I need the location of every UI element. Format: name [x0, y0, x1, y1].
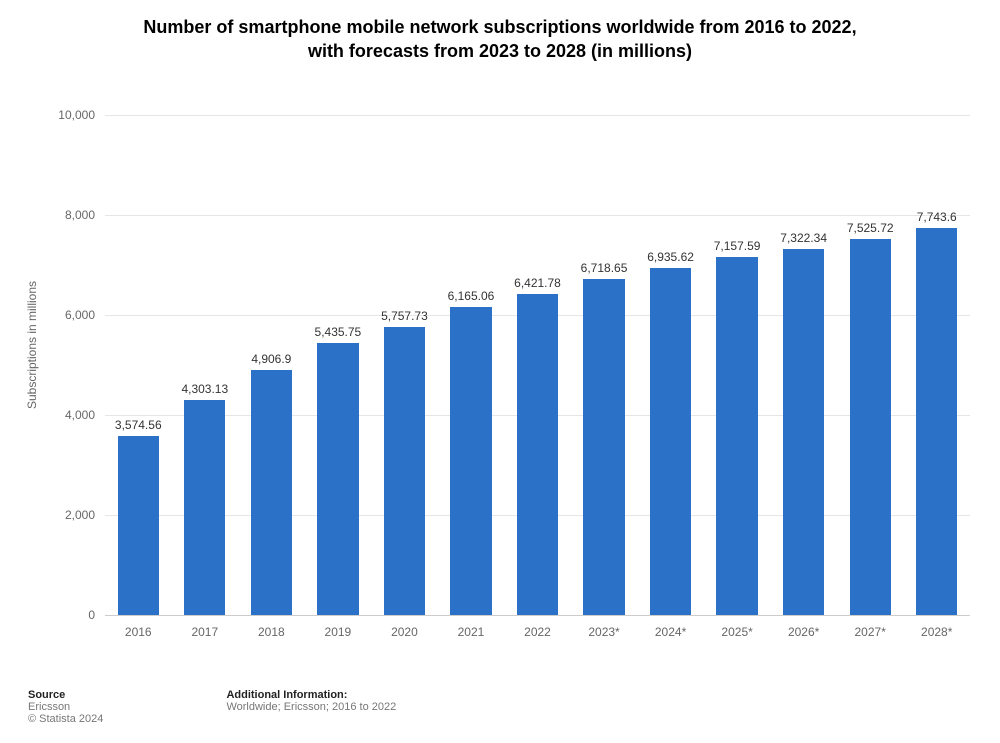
- bar: [384, 327, 425, 615]
- y-axis-label: Subscriptions in millions: [25, 281, 39, 409]
- additional-label: Additional Information:: [226, 689, 396, 701]
- y-tick-label: 8,000: [15, 208, 95, 222]
- bar-value-label: 6,718.65: [581, 261, 628, 275]
- bar-value-label: 7,743.6: [917, 210, 957, 224]
- copyright: © Statista 2024: [28, 713, 103, 725]
- y-tick-label: 0: [15, 608, 95, 622]
- plot-region: 02,0004,0006,0008,00010,0003,574.5620164…: [105, 115, 970, 615]
- chart-title-line1: Number of smartphone mobile network subs…: [60, 15, 940, 39]
- gridline: [105, 115, 970, 116]
- bar-value-label: 5,757.73: [381, 309, 428, 323]
- x-tick-label: 2017: [191, 625, 218, 639]
- x-tick-label: 2028*: [921, 625, 952, 639]
- bar: [716, 257, 757, 615]
- bar: [916, 228, 957, 615]
- bar: [783, 249, 824, 615]
- bar-value-label: 4,303.13: [181, 382, 228, 396]
- chart-title-line2: with forecasts from 2023 to 2028 (in mil…: [60, 39, 940, 63]
- x-tick-label: 2021: [458, 625, 485, 639]
- x-tick-label: 2025*: [721, 625, 752, 639]
- chart-area: Subscriptions in millions 02,0004,0006,0…: [105, 95, 970, 640]
- bar-value-label: 7,525.72: [847, 221, 894, 235]
- bar: [118, 436, 159, 615]
- bar: [850, 239, 891, 615]
- y-tick-label: 6,000: [15, 308, 95, 322]
- bar-value-label: 7,157.59: [714, 239, 761, 253]
- source-value: Ericsson: [28, 701, 103, 713]
- x-tick-label: 2016: [125, 625, 152, 639]
- source-label: Source: [28, 689, 103, 701]
- footer-source: Source Ericsson © Statista 2024: [28, 689, 103, 725]
- x-tick-label: 2020: [391, 625, 418, 639]
- bar: [650, 268, 691, 615]
- bar-value-label: 6,421.78: [514, 276, 561, 290]
- y-tick-label: 4,000: [15, 408, 95, 422]
- y-tick-label: 10,000: [15, 108, 95, 122]
- x-tick-label: 2024*: [655, 625, 686, 639]
- bar-value-label: 3,574.56: [115, 418, 162, 432]
- bar-value-label: 5,435.75: [315, 325, 362, 339]
- bar-value-label: 6,165.06: [448, 289, 495, 303]
- bar-value-label: 7,322.34: [780, 231, 827, 245]
- x-tick-label: 2027*: [855, 625, 886, 639]
- bar: [251, 370, 292, 615]
- bar: [184, 400, 225, 615]
- bar: [583, 279, 624, 615]
- chart-title: Number of smartphone mobile network subs…: [0, 0, 1000, 64]
- x-tick-label: 2023*: [588, 625, 619, 639]
- chart-footer: Source Ericsson © Statista 2024 Addition…: [28, 689, 968, 725]
- bar-value-label: 4,906.9: [251, 352, 291, 366]
- additional-value: Worldwide; Ericsson; 2016 to 2022: [226, 701, 396, 713]
- footer-additional: Additional Information: Worldwide; Erics…: [226, 689, 396, 713]
- x-tick-label: 2022: [524, 625, 551, 639]
- bar: [450, 307, 491, 615]
- gridline: [105, 615, 970, 616]
- x-tick-label: 2018: [258, 625, 285, 639]
- x-tick-label: 2026*: [788, 625, 819, 639]
- bar: [317, 343, 358, 615]
- bar: [517, 294, 558, 615]
- x-tick-label: 2019: [325, 625, 352, 639]
- gridline: [105, 215, 970, 216]
- bar-value-label: 6,935.62: [647, 250, 694, 264]
- y-tick-label: 2,000: [15, 508, 95, 522]
